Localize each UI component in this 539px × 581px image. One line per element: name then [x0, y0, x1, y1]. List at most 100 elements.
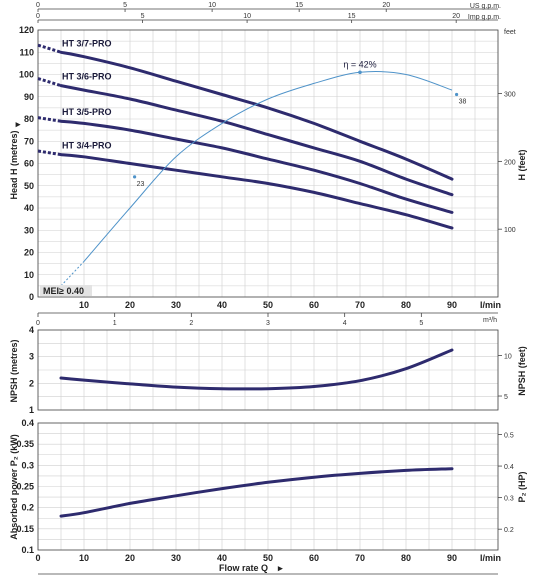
head-ytick-label: 110 [19, 47, 34, 57]
top-axis-tick-label: 5 [123, 2, 127, 9]
head-xtick-label: 40 [217, 300, 227, 310]
head-curve-dashed [37, 77, 62, 88]
head-ytick-label: 100 [19, 70, 34, 80]
power-ytick-label: 0.4 [21, 418, 34, 428]
top-axis-tick-label: 10 [208, 2, 216, 9]
power-ylabel-right: P₂ (HP) [517, 471, 527, 502]
head-grid [37, 29, 499, 298]
power-frame [37, 422, 499, 551]
top-axis-tick-label: 10 [243, 13, 251, 20]
power-xtick-label: 50 [263, 553, 273, 563]
head-right-unit: feet [504, 29, 516, 36]
efficiency-point [133, 175, 137, 179]
power-ytick-label: 0.1 [21, 545, 34, 555]
mei-label: MEI≥ 0.40 [43, 286, 84, 296]
power-series [59, 467, 454, 518]
power-grid [37, 422, 499, 551]
power-curve [59, 467, 454, 518]
head-curve [59, 119, 454, 214]
power-right-tick-label: 0.4 [504, 464, 514, 471]
head-ytick-label: 40 [24, 203, 34, 213]
efficiency-point-label: 23 [137, 181, 145, 188]
head-right-tick-label: 300 [504, 92, 516, 99]
head-ytick-label: 80 [24, 114, 34, 124]
power-right-tick-label: 0.3 [504, 496, 514, 503]
power-xtick-label: 20 [125, 553, 135, 563]
flow-rate-arrow: ▸ [277, 563, 283, 573]
power-right-tick-label: 0.5 [504, 432, 514, 439]
power-xtick-label: 30 [171, 553, 181, 563]
head-ylabel: Head H (metres) [9, 130, 19, 199]
m3h-tick-label: 5 [419, 320, 423, 327]
power-ytick-label: 0.25 [16, 482, 34, 492]
npsh-ytick-label: 2 [29, 378, 34, 388]
top-axis-tick-label: 20 [452, 13, 460, 20]
head-xtick-label: 80 [401, 300, 411, 310]
power-xtick-label: 80 [401, 553, 411, 563]
power-ytick-label: 0.35 [16, 439, 34, 449]
head-series: HT 3/7-PRO HT 3/6-PRO HT 3/5-PRO HT 3/4-PRO [37, 38, 454, 230]
npsh-series [59, 348, 454, 391]
head-curve-label: HT 3/7-PRO [62, 38, 112, 48]
top-axis-unit: US g.p.m. [470, 3, 501, 10]
power-x-unit: l/min [480, 553, 501, 563]
top-axis-tick-label: 20 [382, 2, 390, 9]
power-xtick-label: 40 [217, 553, 227, 563]
m3h-tick-label: 1 [113, 320, 117, 327]
head-xtick-label: 70 [355, 300, 365, 310]
head-curve-label: HT 3/6-PRO [62, 72, 112, 82]
efficiency-point [455, 92, 459, 97]
npsh-right-tick-label: 10 [504, 353, 512, 360]
head-ylabel-right: H (feet) [517, 149, 527, 180]
head-xtick-label: 90 [447, 300, 457, 310]
npsh-frame [37, 329, 499, 411]
head-curve-dashed [37, 149, 62, 157]
power-xtick-label: 90 [447, 553, 457, 563]
head-ytick-label: 50 [24, 181, 34, 191]
m3h-tick-label: 3 [266, 320, 270, 327]
npsh-ytick-label: 3 [29, 352, 34, 362]
power-ytick-label: 0.2 [21, 503, 34, 513]
head-ytick-label: 30 [24, 225, 34, 235]
head-ylabel-arrow: ▸ [15, 119, 21, 129]
head-curve-dashed [37, 116, 62, 123]
power-ylabel: Absorbed power P₂ (kW) [9, 434, 19, 540]
npsh-curve [59, 348, 454, 391]
power-xtick-label: 60 [309, 553, 319, 563]
head-xtick-label: 30 [171, 300, 181, 310]
power-ytick-label: 0.15 [16, 524, 34, 534]
head-ytick-label: 90 [24, 92, 34, 102]
efficiency-line [83, 71, 453, 262]
flow-rate-label: Flow rate Q [219, 563, 268, 573]
head-curve [59, 50, 454, 181]
power-xtick-label: 0 [35, 553, 40, 563]
power-panel: 0.1 0.15 0.2 0.25 0.3 0.35 0.4 0 10 20 30 40 50 60 70 8… [9, 418, 527, 575]
head-ytick-label: 70 [24, 136, 34, 146]
efficiency-curve: η = 42% 23 38 [60, 59, 467, 287]
top-axis-unit: Imp g.p.m. [468, 14, 501, 21]
head-ytick-label: 20 [24, 248, 34, 258]
npsh-ylabel: NPSH (metres) [9, 339, 19, 402]
power-right-tick-label: 0.2 [504, 527, 514, 534]
head-curve-label: HT 3/5-PRO [62, 107, 112, 117]
efficiency-line-dashed [60, 261, 85, 287]
head-ytick-label: 120 [19, 25, 34, 35]
head-curve-dashed [37, 43, 62, 54]
head-xtick-label: 50 [263, 300, 273, 310]
efficiency-point-label: 38 [459, 99, 467, 106]
head-x-unit: l/min [480, 300, 501, 310]
head-curve [59, 84, 454, 197]
efficiency-peak-point [358, 70, 362, 75]
m3h-tick-label: 0 [36, 320, 40, 327]
efficiency-peak-label: η = 42% [343, 59, 376, 69]
m3h-tick-label: 2 [189, 320, 193, 327]
head-curve-label: HT 3/4-PRO [62, 141, 112, 151]
head-xtick-label: 60 [309, 300, 319, 310]
m3h-tick-label: 4 [343, 320, 347, 327]
npsh-ytick-label: 1 [29, 405, 34, 415]
power-ytick-label: 0.3 [21, 460, 34, 470]
head-xtick-label: 20 [125, 300, 135, 310]
power-ticks: 0.1 0.15 0.2 0.25 0.3 0.35 0.4 0 10 20 30 40 50 60 70 8… [16, 418, 513, 563]
